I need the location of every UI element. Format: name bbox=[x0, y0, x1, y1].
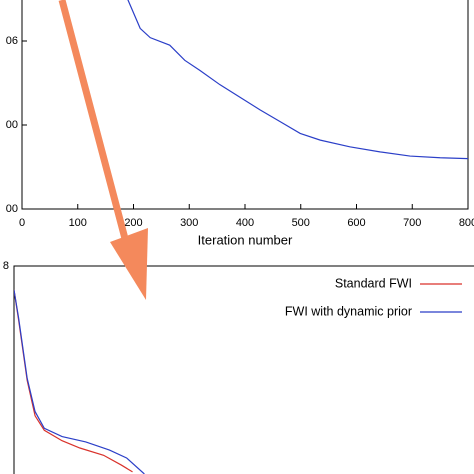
legend-label: FWI with dynamic prior bbox=[285, 304, 412, 318]
x-axis-label: Iteration number bbox=[198, 232, 293, 247]
y-tick-label: 06 bbox=[6, 35, 18, 47]
x-tick-label: 400 bbox=[236, 217, 254, 229]
x-tick-label: 600 bbox=[347, 217, 365, 229]
arrow bbox=[58, 0, 148, 300]
x-tick-label: 700 bbox=[403, 217, 421, 229]
bottom-chart: 8 Standard FWI FWI with dynamic prior bbox=[3, 260, 474, 474]
x-tick-label: 800 bbox=[459, 217, 474, 229]
y-tick-label: 8 bbox=[3, 260, 9, 272]
x-tick-label: 300 bbox=[180, 217, 198, 229]
x-tick-label: 100 bbox=[69, 217, 87, 229]
y-tick-label: 00 bbox=[6, 119, 18, 131]
x-tick-label: 200 bbox=[124, 217, 142, 229]
line-series bbox=[14, 289, 133, 473]
top-chart: 00 00 06 0 100 200 300 400 500 600 700 800 Iteration… bbox=[6, 0, 474, 247]
y-tick-label: 00 bbox=[6, 203, 18, 215]
plot-frame bbox=[13, 265, 474, 474]
x-tick-label: 0 bbox=[19, 217, 25, 229]
line-series bbox=[14, 289, 145, 474]
x-tick-label: 500 bbox=[292, 217, 310, 229]
line-series bbox=[127, 0, 469, 160]
legend-label: Standard FWI bbox=[335, 276, 412, 290]
